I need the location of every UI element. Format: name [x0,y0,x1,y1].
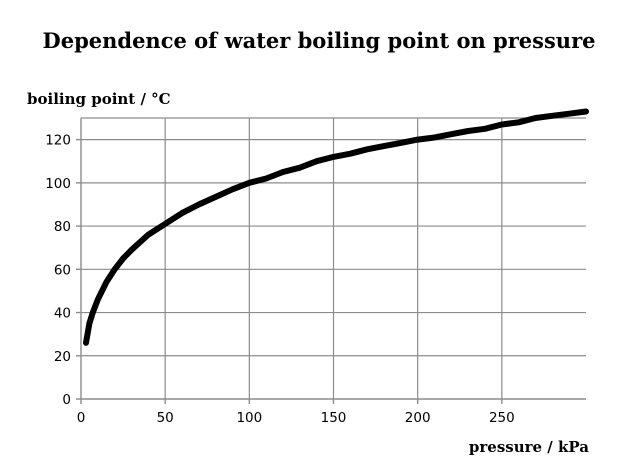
y-axis-label: boiling point / °C [27,90,171,108]
y-tick-label: 0 [62,392,71,408]
y-tick-label: 80 [54,219,71,235]
boiling-point-curve [83,108,589,346]
grid [76,117,586,404]
y-tick-label: 40 [54,306,71,322]
y-tick-label: 20 [54,349,71,365]
chart-title: Dependence of water boiling point on pre… [43,28,596,53]
tick-labels: 0 20 40 60 80 100 120 0 50 100 150 200 250 [45,133,515,426]
x-axis-label: pressure / kPa [469,438,589,456]
x-tick-label: 200 [405,410,431,426]
y-tick-label: 60 [54,262,71,278]
y-tick-label: 120 [45,133,71,149]
x-tick-label: 0 [77,410,86,426]
x-tick-label: 50 [157,410,174,426]
data-series [83,108,589,346]
x-tick-label: 150 [321,410,347,426]
x-tick-label: 100 [236,410,262,426]
y-tick-label: 100 [45,176,71,192]
x-tick-label: 250 [489,410,515,426]
